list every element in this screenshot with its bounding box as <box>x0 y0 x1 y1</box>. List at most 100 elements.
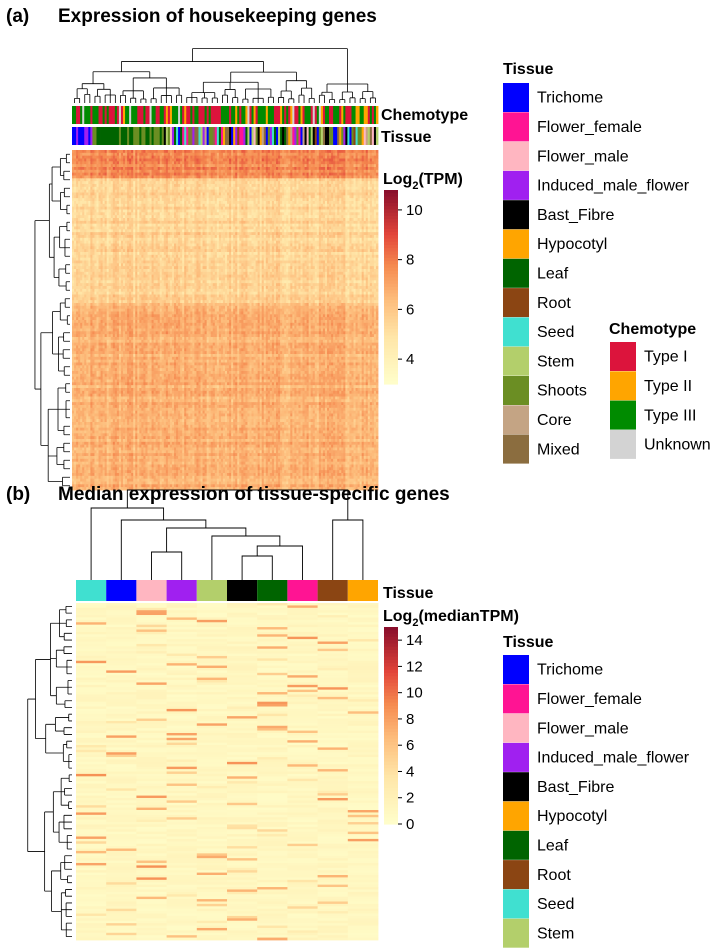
panel-a-heatmap-cell <box>127 215 130 219</box>
panel-a-top-dendrogram-branch <box>230 71 297 83</box>
panel-a-heatmap-cell <box>76 192 79 196</box>
panel-a-heatmap-cell <box>257 184 261 188</box>
panel-a-heatmap-cell <box>337 152 340 157</box>
panel-a-heatmap-cell <box>298 195 301 199</box>
panel-a-heatmap-cell <box>235 186 238 191</box>
panel-a-heatmap-cell <box>98 218 101 222</box>
panel-a-heatmap-cell <box>161 198 165 202</box>
panel-a-heatmap-cell <box>151 218 154 222</box>
panel-a-heatmap-cell <box>159 192 163 196</box>
panel-a-heatmap-cell <box>375 161 379 165</box>
panel-a-heatmap-cell <box>363 155 367 159</box>
panel-a-heatmap-cell <box>129 195 132 199</box>
panel-a-heatmap-cell <box>355 184 358 188</box>
panel-a-heatmap-cell <box>145 212 148 216</box>
panel-a-heatmap-cell <box>229 150 232 154</box>
panel-a-heatmap-cell <box>184 201 187 205</box>
panel-a-heatmap-cell <box>194 172 197 176</box>
panel-a-heatmap-cell <box>355 201 358 205</box>
panel-a-heatmap-cell <box>335 155 338 159</box>
panel-a-heatmap-cell <box>88 150 91 154</box>
panel-a-heatmap-cell <box>102 152 106 157</box>
panel-a-heatmap-cell <box>131 169 134 174</box>
panel-a-heatmap-cell <box>153 152 157 157</box>
panel-a-heatmap-cell <box>135 169 138 174</box>
panel-a-heatmap-cell <box>288 169 291 174</box>
panel-a-heatmap-cell <box>120 155 124 159</box>
panel-a-heatmap-cell <box>78 155 81 159</box>
panel-a-heatmap-cell <box>98 192 101 196</box>
panel-a-heatmap-cell <box>112 161 116 165</box>
panel-a-heatmap-cell <box>216 209 220 213</box>
panel-a-heatmap-cell <box>108 184 112 188</box>
panel-a-heatmap-cell <box>184 218 187 222</box>
panel-a-heatmap-cell <box>118 192 122 196</box>
panel-a-heatmap-cell <box>245 161 248 165</box>
panel-a-heatmap-cell <box>182 150 185 154</box>
panel-a-heatmap-cell <box>72 195 75 199</box>
panel-a-heatmap-cell <box>316 201 320 205</box>
panel-a-heatmap-cell <box>88 161 91 165</box>
panel-a-heatmap-cell <box>333 189 336 193</box>
panel-a-heatmap-cell <box>171 212 175 216</box>
panel-a-heatmap-cell <box>333 184 336 188</box>
panel-a-heatmap-cell <box>327 161 330 165</box>
panel-a-heatmap-cell <box>182 209 185 213</box>
panel-a-chemotype-cell <box>78 106 81 124</box>
panel-a-heatmap-cell <box>112 203 116 208</box>
panel-a-heatmap-cell <box>273 189 277 193</box>
panel-a-heatmap-cell <box>167 195 171 199</box>
panel-a-top-dendrogram-branch <box>211 97 218 103</box>
panel-a-heatmap-cell <box>84 184 87 188</box>
panel-a-heatmap-cell <box>165 186 169 191</box>
panel-a-heatmap-cell <box>78 206 81 210</box>
panel-a-heatmap-cell <box>90 203 93 208</box>
panel-a-heatmap-cell <box>239 198 242 202</box>
panel-a-heatmap-cell <box>371 192 375 196</box>
panel-a-heatmap-cell <box>331 218 334 222</box>
panel-a-heatmap-cell <box>300 150 303 154</box>
panel-a-heatmap-cell <box>133 186 136 191</box>
panel-a-heatmap-cell <box>324 206 328 210</box>
panel-a-heatmap-cell <box>188 178 191 182</box>
panel-a-heatmap-cell <box>269 218 273 222</box>
panel-a-heatmap-cell <box>139 195 142 199</box>
panel-a-heatmap-cell <box>310 215 314 219</box>
panel-a-heatmap-cell <box>371 206 375 210</box>
panel-a-heatmap-cell <box>373 212 377 216</box>
panel-a-heatmap-cell <box>135 155 138 159</box>
panel-a-heatmap-cell <box>78 161 81 165</box>
panel-a-heatmap-cell <box>375 192 379 196</box>
panel-a-heatmap-cell <box>176 189 179 193</box>
panel-a-heatmap-cell <box>98 189 101 193</box>
panel-a-heatmap-cell <box>96 161 99 165</box>
panel-a-heatmap-cell <box>288 198 291 202</box>
panel-a-chemotype-cell <box>261 106 265 124</box>
panel-a-heatmap-cell <box>367 181 371 185</box>
panel-a-heatmap-cell <box>76 150 79 154</box>
panel-a-heatmap-cell <box>120 201 124 205</box>
panel-a-heatmap-cell <box>357 195 361 199</box>
panel-a-heatmap-cell <box>294 164 297 168</box>
panel-a-heatmap-cell <box>318 169 322 174</box>
panel-a-heatmap-cell <box>153 181 157 185</box>
panel-a-heatmap-cell <box>373 161 377 165</box>
panel-a-heatmap-cell <box>373 186 377 191</box>
panel-a-heatmap-cell <box>127 186 130 191</box>
panel-a-heatmap-cell <box>292 175 295 179</box>
panel-a-heatmap-cell <box>78 209 81 213</box>
panel-a-heatmap-cell <box>343 169 346 174</box>
panel-a-heatmap-cell <box>288 212 291 216</box>
panel-a-heatmap-cell <box>353 164 356 168</box>
panel-a-heatmap-cell <box>243 209 246 213</box>
panel-a-heatmap-cell <box>243 192 246 196</box>
panel-a-heatmap-cell <box>278 175 281 179</box>
panel-a-heatmap-cell <box>355 161 358 165</box>
panel-a-heatmap-cell <box>190 167 193 171</box>
panel-a-heatmap-cell <box>304 189 307 193</box>
panel-a-heatmap-cell <box>106 198 110 202</box>
panel-a-heatmap-cell <box>363 181 367 185</box>
panel-a-heatmap-cell <box>345 201 348 205</box>
panel-a-heatmap-cell <box>355 172 358 176</box>
panel-a-heatmap-cell <box>147 172 150 176</box>
